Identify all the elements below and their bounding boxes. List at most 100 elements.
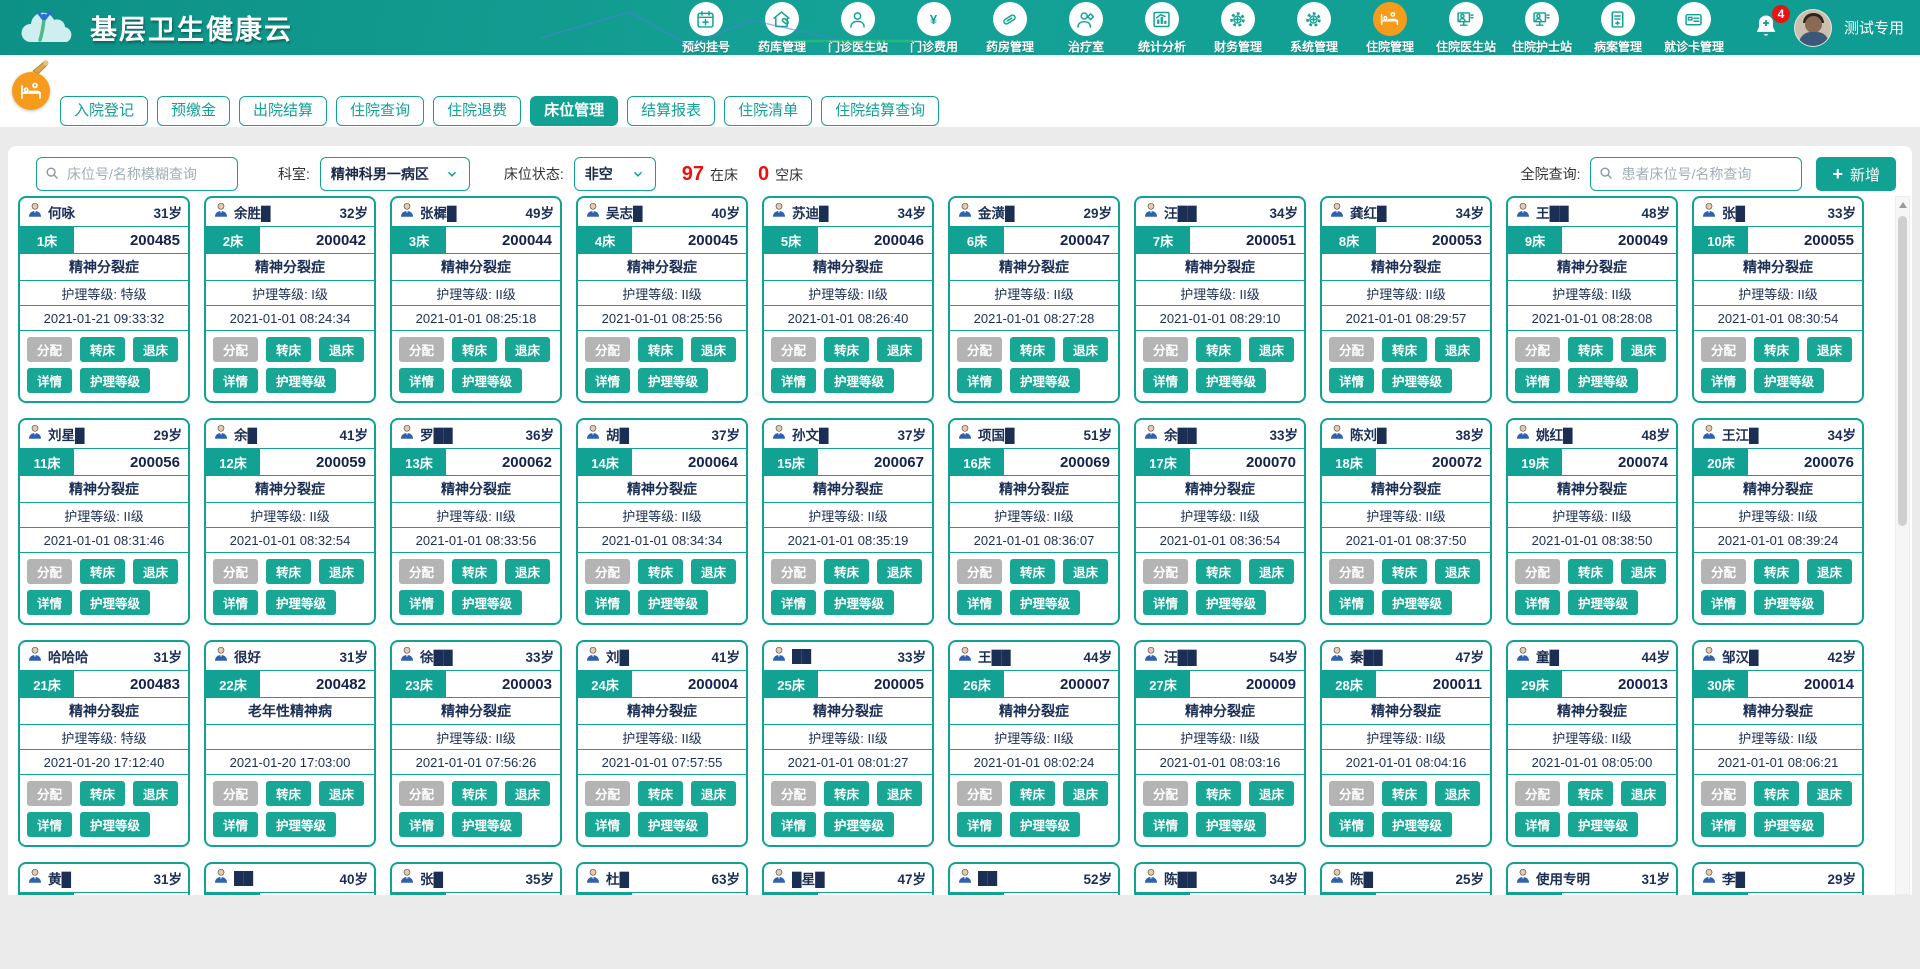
- nav-item-财务管理[interactable]: 财务管理: [1206, 0, 1270, 55]
- assign-button[interactable]: 分配: [1515, 781, 1561, 806]
- details-button[interactable]: 详情: [771, 368, 817, 393]
- tab-出院结算[interactable]: 出院结算: [239, 96, 328, 126]
- bed-state-select[interactable]: 非空: [573, 157, 656, 191]
- details-button[interactable]: 详情: [957, 812, 1003, 837]
- discharge-bed-button[interactable]: 退床: [319, 337, 365, 362]
- details-button[interactable]: 详情: [585, 590, 631, 615]
- nursing-level-button[interactable]: 护理等级: [1010, 368, 1081, 393]
- nursing-level-button[interactable]: 护理等级: [1382, 368, 1453, 393]
- assign-button[interactable]: 分配: [1701, 337, 1747, 362]
- details-button[interactable]: 详情: [1143, 590, 1189, 615]
- nursing-level-button[interactable]: 护理等级: [638, 590, 709, 615]
- nursing-level-button[interactable]: 护理等级: [266, 368, 337, 393]
- discharge-bed-button[interactable]: 退床: [505, 559, 551, 584]
- discharge-bed-button[interactable]: 退床: [1807, 781, 1853, 806]
- nav-item-预约挂号[interactable]: 预约挂号: [674, 0, 738, 55]
- details-button[interactable]: 详情: [585, 812, 631, 837]
- tab-住院结算查询[interactable]: 住院结算查询: [821, 96, 940, 126]
- discharge-bed-button[interactable]: 退床: [319, 559, 365, 584]
- transfer-bed-button[interactable]: 转床: [1568, 781, 1614, 806]
- transfer-bed-button[interactable]: 转床: [452, 781, 498, 806]
- transfer-bed-button[interactable]: 转床: [638, 559, 684, 584]
- assign-button[interactable]: 分配: [1329, 559, 1375, 584]
- nursing-level-button[interactable]: 护理等级: [1196, 590, 1267, 615]
- tab-床位管理[interactable]: 床位管理: [530, 96, 619, 126]
- nav-item-住院管理[interactable]: 住院管理: [1358, 0, 1422, 55]
- details-button[interactable]: 详情: [1701, 590, 1747, 615]
- tab-入院登记[interactable]: 入院登记: [60, 96, 149, 126]
- details-button[interactable]: 详情: [1701, 368, 1747, 393]
- assign-button[interactable]: 分配: [771, 781, 817, 806]
- transfer-bed-button[interactable]: 转床: [638, 781, 684, 806]
- assign-button[interactable]: 分配: [585, 559, 631, 584]
- nav-item-住院医生站[interactable]: 住院医生站: [1434, 0, 1498, 55]
- details-button[interactable]: 详情: [1329, 368, 1375, 393]
- nav-item-药库管理[interactable]: 药库管理: [750, 0, 814, 55]
- details-button[interactable]: 详情: [1515, 812, 1561, 837]
- nursing-level-button[interactable]: 护理等级: [266, 590, 337, 615]
- tab-住院清单[interactable]: 住院清单: [724, 96, 813, 126]
- details-button[interactable]: 详情: [957, 368, 1003, 393]
- details-button[interactable]: 详情: [1515, 590, 1561, 615]
- assign-button[interactable]: 分配: [27, 781, 73, 806]
- nursing-level-button[interactable]: 护理等级: [80, 812, 151, 837]
- discharge-bed-button[interactable]: 退床: [691, 559, 737, 584]
- nursing-level-button[interactable]: 护理等级: [452, 368, 523, 393]
- transfer-bed-button[interactable]: 转床: [1010, 781, 1056, 806]
- nursing-level-button[interactable]: 护理等级: [638, 812, 709, 837]
- nursing-level-button[interactable]: 护理等级: [1196, 368, 1267, 393]
- nursing-level-button[interactable]: 护理等级: [80, 368, 151, 393]
- transfer-bed-button[interactable]: 转床: [452, 559, 498, 584]
- discharge-bed-button[interactable]: 退床: [1807, 559, 1853, 584]
- details-button[interactable]: 详情: [399, 368, 445, 393]
- nav-item-住院护士站[interactable]: 住院护士站: [1510, 0, 1574, 55]
- discharge-bed-button[interactable]: 退床: [1063, 781, 1109, 806]
- nav-item-就诊卡管理[interactable]: 就诊卡管理: [1662, 0, 1726, 55]
- assign-button[interactable]: 分配: [957, 337, 1003, 362]
- nursing-level-button[interactable]: 护理等级: [1754, 368, 1825, 393]
- nursing-level-button[interactable]: 护理等级: [1754, 812, 1825, 837]
- discharge-bed-button[interactable]: 退床: [1435, 559, 1481, 584]
- assign-button[interactable]: 分配: [585, 781, 631, 806]
- nursing-level-button[interactable]: 护理等级: [638, 368, 709, 393]
- discharge-bed-button[interactable]: 退床: [691, 781, 737, 806]
- discharge-bed-button[interactable]: 退床: [319, 781, 365, 806]
- transfer-bed-button[interactable]: 转床: [1754, 337, 1800, 362]
- details-button[interactable]: 详情: [27, 590, 73, 615]
- discharge-bed-button[interactable]: 退床: [1249, 337, 1295, 362]
- notification-bell-icon[interactable]: 4: [1752, 4, 1790, 45]
- details-button[interactable]: 详情: [27, 368, 73, 393]
- details-button[interactable]: 详情: [957, 590, 1003, 615]
- nursing-level-button[interactable]: 护理等级: [1568, 812, 1639, 837]
- tab-预缴金[interactable]: 预缴金: [157, 96, 231, 126]
- transfer-bed-button[interactable]: 转床: [80, 559, 126, 584]
- nav-item-系统管理[interactable]: 系统管理: [1282, 0, 1346, 55]
- transfer-bed-button[interactable]: 转床: [824, 781, 870, 806]
- assign-button[interactable]: 分配: [1701, 781, 1747, 806]
- transfer-bed-button[interactable]: 转床: [266, 559, 312, 584]
- transfer-bed-button[interactable]: 转床: [1382, 337, 1428, 362]
- nursing-level-button[interactable]: 护理等级: [452, 590, 523, 615]
- transfer-bed-button[interactable]: 转床: [824, 559, 870, 584]
- discharge-bed-button[interactable]: 退床: [691, 337, 737, 362]
- discharge-bed-button[interactable]: 退床: [877, 559, 923, 584]
- assign-button[interactable]: 分配: [771, 559, 817, 584]
- transfer-bed-button[interactable]: 转床: [638, 337, 684, 362]
- assign-button[interactable]: 分配: [1515, 337, 1561, 362]
- nursing-level-button[interactable]: 护理等级: [1568, 590, 1639, 615]
- vertical-scrollbar[interactable]: [1895, 196, 1910, 895]
- discharge-bed-button[interactable]: 退床: [133, 559, 179, 584]
- discharge-bed-button[interactable]: 退床: [877, 337, 923, 362]
- discharge-bed-button[interactable]: 退床: [877, 781, 923, 806]
- assign-button[interactable]: 分配: [213, 559, 259, 584]
- assign-button[interactable]: 分配: [213, 337, 259, 362]
- discharge-bed-button[interactable]: 退床: [1621, 337, 1667, 362]
- transfer-bed-button[interactable]: 转床: [1382, 559, 1428, 584]
- details-button[interactable]: 详情: [1701, 812, 1747, 837]
- discharge-bed-button[interactable]: 退床: [1621, 559, 1667, 584]
- scrollbar-thumb[interactable]: [1898, 216, 1907, 526]
- assign-button[interactable]: 分配: [1515, 559, 1561, 584]
- nursing-level-button[interactable]: 护理等级: [1010, 812, 1081, 837]
- nav-item-治疗室[interactable]: 治疗室: [1054, 0, 1118, 55]
- nursing-level-button[interactable]: 护理等级: [824, 812, 895, 837]
